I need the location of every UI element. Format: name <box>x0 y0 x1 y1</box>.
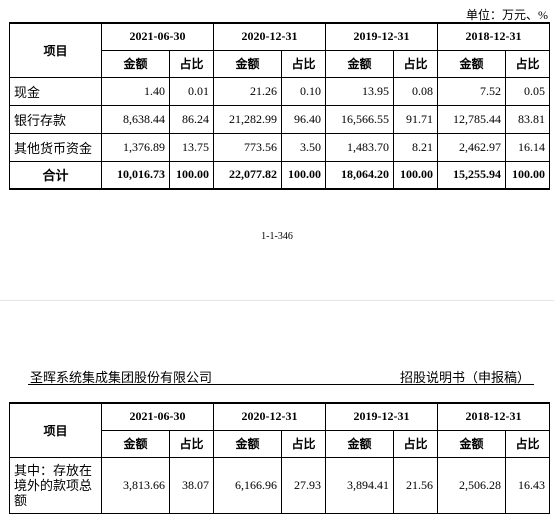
ratio-header: 占比 <box>169 429 214 458</box>
company-name: 圣晖系统集成集团股份有限公司 <box>30 370 213 385</box>
period-header: 2018-12-31 <box>437 402 550 431</box>
cell-value: 0.10 <box>281 76 326 106</box>
cell-value: 8.21 <box>393 132 438 162</box>
cell-value: 6,166.96 <box>213 456 282 514</box>
ratio-header: 占比 <box>281 49 326 78</box>
cell-value: 0.01 <box>169 76 214 106</box>
ratio-header: 占比 <box>169 49 214 78</box>
amount-header: 金额 <box>437 429 506 458</box>
row-label: 现金 <box>9 76 102 106</box>
cell-value: 21.56 <box>393 456 438 514</box>
cell-value: 16.43 <box>505 456 550 514</box>
period-header: 2019-12-31 <box>325 22 438 51</box>
table-row: 现金 1.40 0.01 21.26 0.10 13.95 0.08 7.52 … <box>9 76 550 106</box>
cash-composition-table: 项目 2021-06-30 2020-12-31 2019-12-31 2018… <box>9 22 550 190</box>
cell-value: 0.05 <box>505 76 550 106</box>
cell-value: 86.24 <box>169 104 214 134</box>
cell-value: 15,255.94 <box>437 160 506 190</box>
table-row: 其中：存放在境外的款项总额 3,813.66 38.07 6,166.96 27… <box>9 456 550 514</box>
ratio-header: 占比 <box>393 49 438 78</box>
cell-value: 1.40 <box>101 76 170 106</box>
table-row: 其他货币资金 1,376.89 13.75 773.56 3.50 1,483.… <box>9 132 550 162</box>
ratio-header: 占比 <box>505 49 550 78</box>
page-divider <box>0 300 554 301</box>
cell-value: 21,282.99 <box>213 104 282 134</box>
period-header: 2021-06-30 <box>101 22 214 51</box>
cell-value: 3,813.66 <box>101 456 170 514</box>
cell-value: 91.71 <box>393 104 438 134</box>
period-header: 2020-12-31 <box>213 22 326 51</box>
overseas-deposits-table: 项目 2021-06-30 2020-12-31 2019-12-31 2018… <box>9 402 550 514</box>
ratio-header: 占比 <box>281 429 326 458</box>
item-header: 项目 <box>9 402 102 458</box>
amount-header: 金额 <box>101 429 170 458</box>
total-row: 合计 10,016.73 100.00 22,077.82 100.00 18,… <box>9 160 550 190</box>
cell-value: 18,064.20 <box>325 160 394 190</box>
row-label: 其中：存放在境外的款项总额 <box>9 456 102 514</box>
cell-value: 16,566.55 <box>325 104 394 134</box>
document-title: 招股说明书（申报稿） <box>399 370 530 385</box>
period-header: 2021-06-30 <box>101 402 214 431</box>
period-header: 2018-12-31 <box>437 22 550 51</box>
cell-value: 1,483.70 <box>325 132 394 162</box>
cell-value: 12,785.44 <box>437 104 506 134</box>
amount-header: 金额 <box>213 429 282 458</box>
cell-value: 773.56 <box>213 132 282 162</box>
cell-value: 100.00 <box>169 160 214 190</box>
cell-value: 13.75 <box>169 132 214 162</box>
amount-header: 金额 <box>101 49 170 78</box>
period-header: 2019-12-31 <box>325 402 438 431</box>
amount-header: 金额 <box>213 49 282 78</box>
cell-value: 3,894.41 <box>325 456 394 514</box>
unit-label: 单位：万元、% <box>466 8 548 22</box>
amount-header: 金额 <box>325 429 394 458</box>
item-header: 项目 <box>9 22 102 78</box>
cell-value: 1,376.89 <box>101 132 170 162</box>
total-label: 合计 <box>9 160 102 190</box>
header-rule <box>28 384 534 385</box>
table-row: 银行存款 8,638.44 86.24 21,282.99 96.40 16,5… <box>9 104 550 134</box>
cell-value: 8,638.44 <box>101 104 170 134</box>
amount-header: 金额 <box>437 49 506 78</box>
ratio-header: 占比 <box>393 429 438 458</box>
cell-value: 10,016.73 <box>101 160 170 190</box>
cell-value: 100.00 <box>281 160 326 190</box>
cell-value: 2,462.97 <box>437 132 506 162</box>
period-header: 2020-12-31 <box>213 402 326 431</box>
cell-value: 22,077.82 <box>213 160 282 190</box>
row-label: 银行存款 <box>9 104 102 134</box>
cell-value: 2,506.28 <box>437 456 506 514</box>
cell-value: 38.07 <box>169 456 214 514</box>
cell-value: 13.95 <box>325 76 394 106</box>
cell-value: 100.00 <box>393 160 438 190</box>
cell-value: 100.00 <box>505 160 550 190</box>
cell-value: 7.52 <box>437 76 506 106</box>
cell-value: 0.08 <box>393 76 438 106</box>
cell-value: 27.93 <box>281 456 326 514</box>
cell-value: 3.50 <box>281 132 326 162</box>
cell-value: 16.14 <box>505 132 550 162</box>
cell-value: 21.26 <box>213 76 282 106</box>
cell-value: 96.40 <box>281 104 326 134</box>
ratio-header: 占比 <box>505 429 550 458</box>
page-number: 1-1-346 <box>261 231 293 242</box>
row-label: 其他货币资金 <box>9 132 102 162</box>
cell-value: 83.81 <box>505 104 550 134</box>
amount-header: 金额 <box>325 49 394 78</box>
